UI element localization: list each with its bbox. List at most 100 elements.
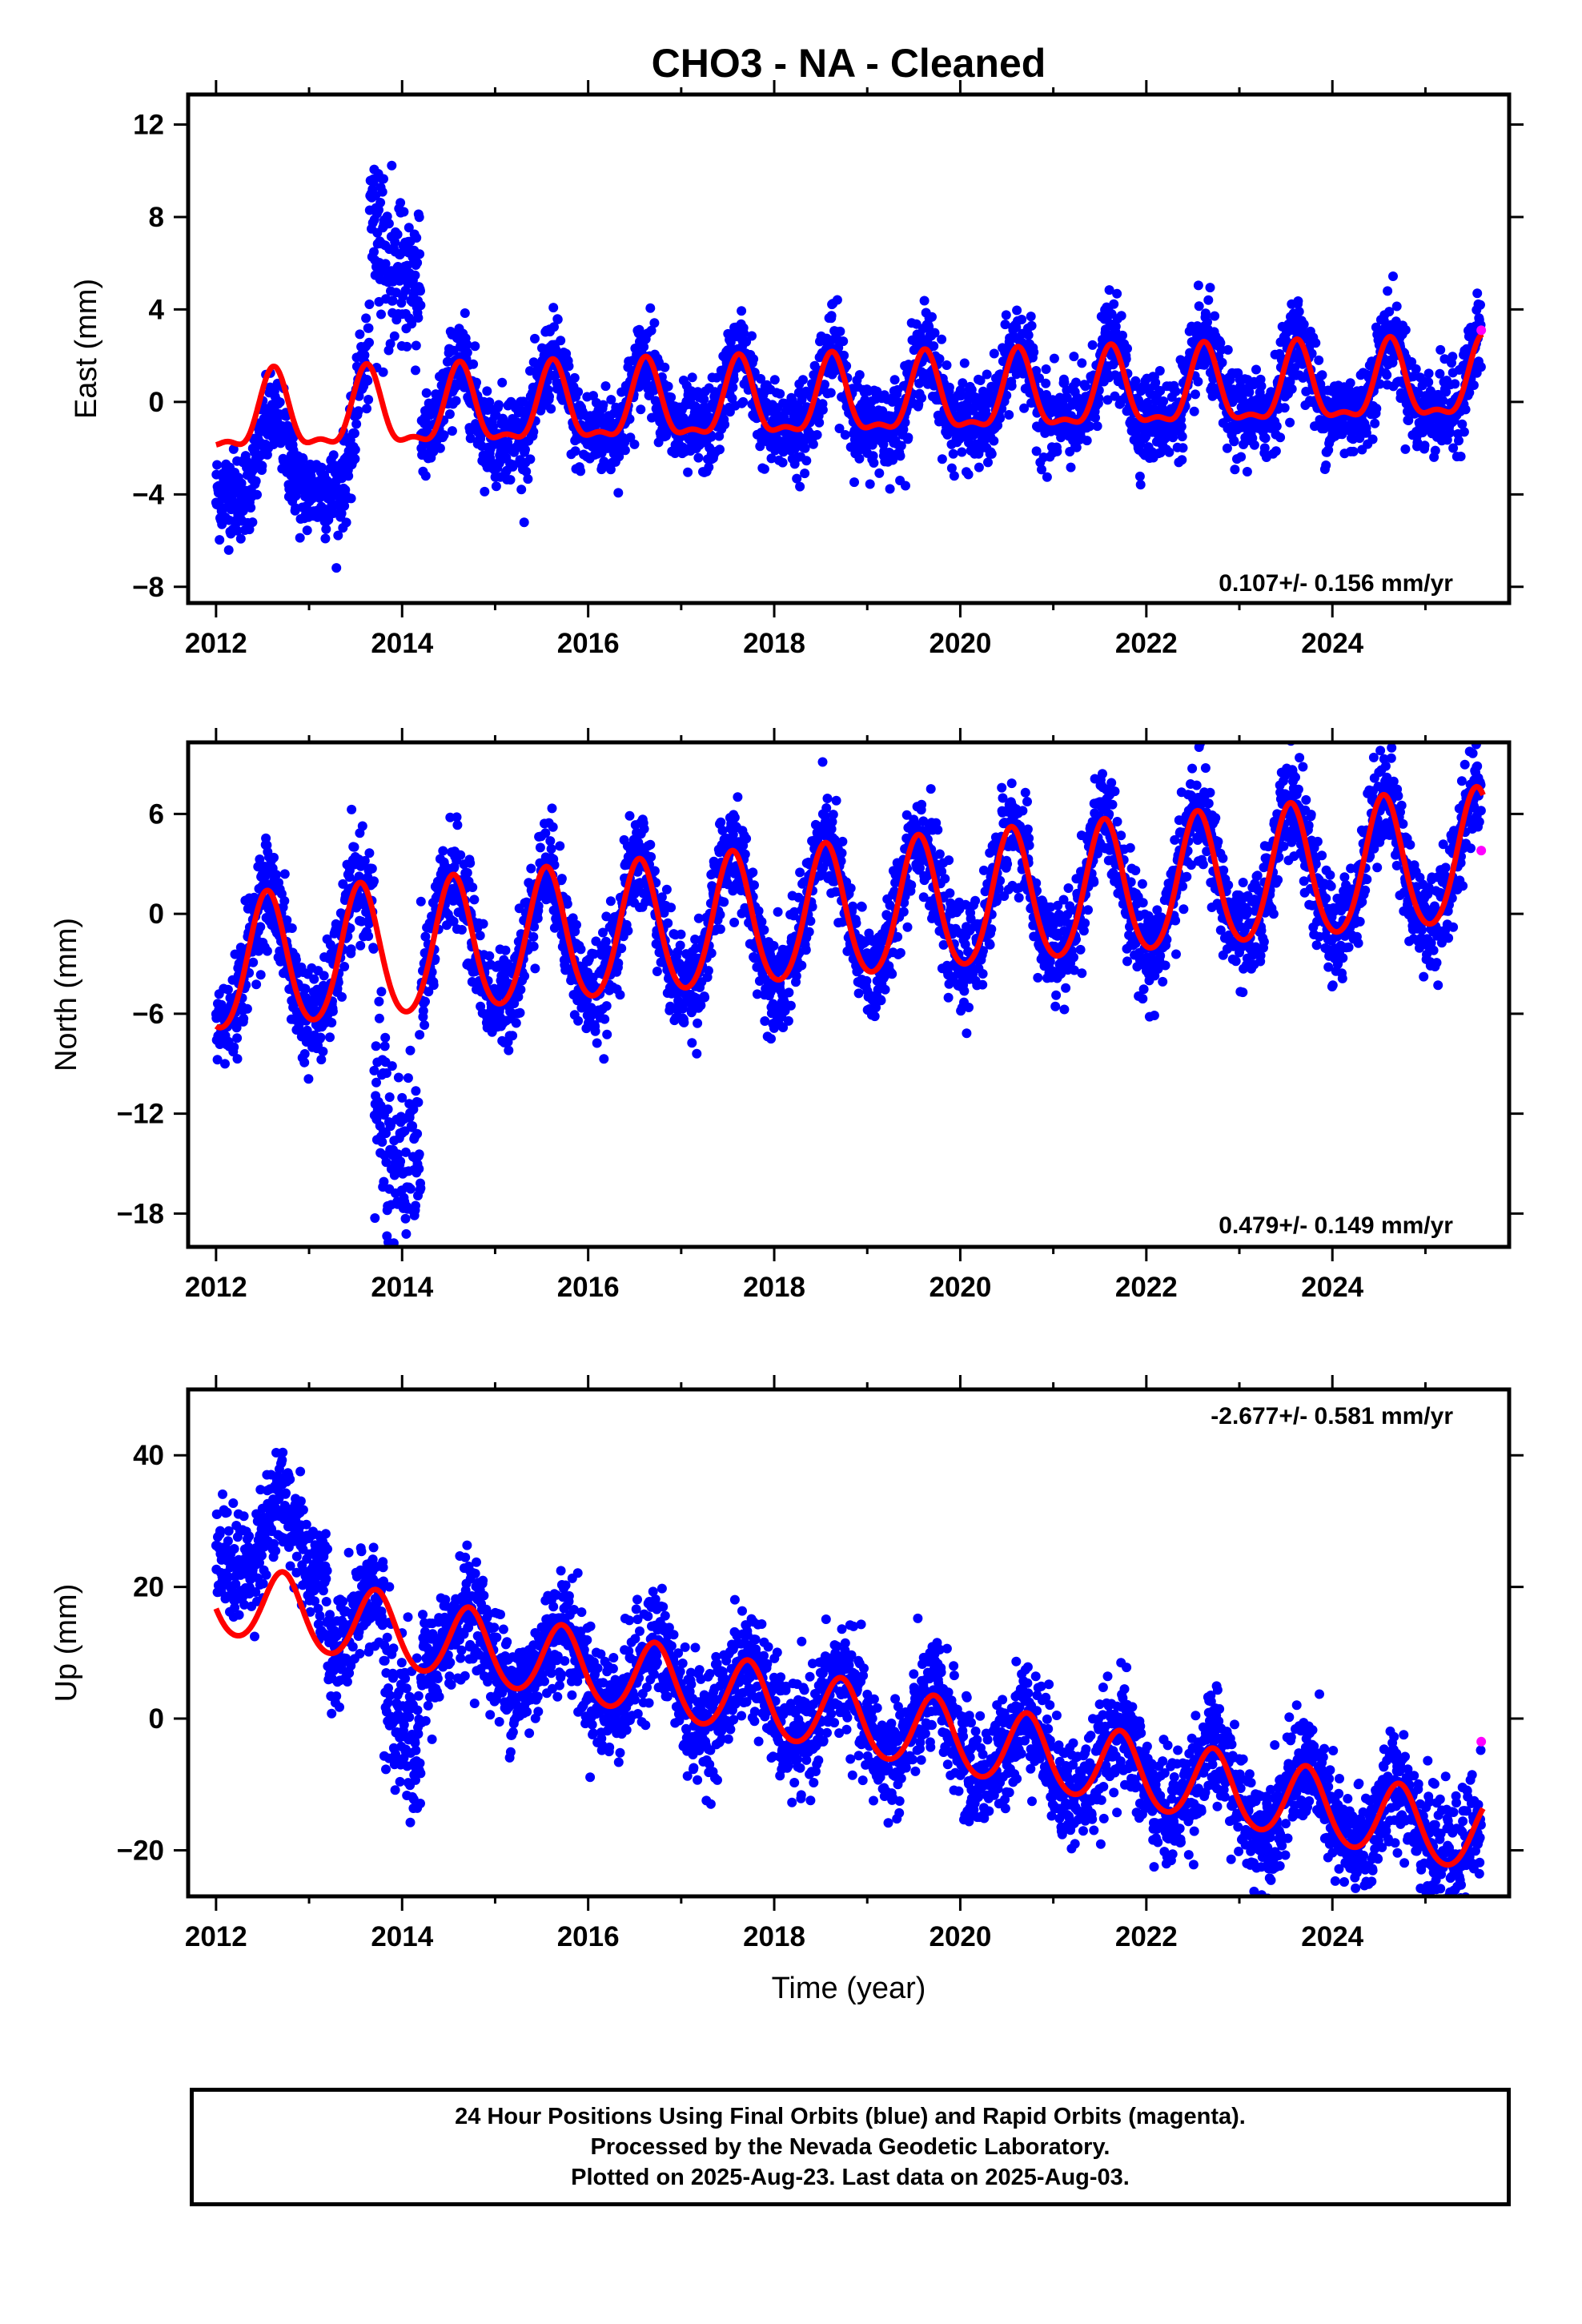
data-point [835, 326, 845, 336]
data-point [287, 923, 297, 933]
data-point [645, 303, 656, 313]
data-point [1102, 395, 1113, 405]
data-point [1407, 357, 1417, 367]
data-point [410, 270, 420, 280]
data-point [368, 943, 379, 954]
data-point [545, 836, 556, 846]
data-point [1430, 445, 1440, 456]
data-point [1110, 321, 1121, 332]
data-point [1456, 452, 1466, 461]
data-point [405, 1184, 416, 1194]
data-point [814, 417, 825, 428]
data-point [903, 432, 913, 443]
data-point [1423, 377, 1434, 388]
data-point [364, 337, 374, 348]
data-point [405, 1045, 416, 1055]
data-point [712, 372, 722, 383]
data-point [347, 804, 357, 814]
data-point [995, 413, 1006, 424]
data-point [316, 1055, 327, 1065]
data-point [299, 1057, 310, 1068]
data-point [385, 339, 396, 349]
data-point [1259, 443, 1270, 453]
data-point [497, 377, 508, 388]
data-point [1442, 435, 1452, 445]
data-point [530, 963, 540, 974]
data-point [570, 446, 580, 456]
data-point [1087, 340, 1098, 350]
data-point [1382, 370, 1392, 380]
data-point [321, 524, 331, 534]
data-point [407, 319, 417, 329]
data-point [309, 974, 319, 984]
data-point [1454, 436, 1464, 446]
data-point [369, 876, 379, 887]
data-point [1042, 472, 1052, 482]
data-point [368, 177, 379, 187]
data-point [623, 926, 633, 936]
data-point [379, 1176, 389, 1187]
data-point [1193, 280, 1203, 291]
data-point [739, 328, 749, 339]
data-point [363, 395, 374, 404]
data-point [1082, 436, 1092, 446]
data-point [738, 396, 749, 407]
data-point [465, 858, 476, 868]
data-point [826, 311, 837, 321]
data-point [462, 867, 472, 878]
data-point [451, 396, 461, 406]
data-point [308, 999, 319, 1010]
data-point [370, 1213, 380, 1223]
data-point [600, 381, 611, 392]
data-point [465, 426, 476, 436]
data-point [357, 821, 367, 831]
data-point [525, 366, 535, 376]
data-point [949, 471, 959, 481]
data-point [1203, 295, 1214, 305]
data-point [1412, 437, 1423, 448]
data-point [838, 336, 849, 347]
data-point [699, 394, 709, 404]
data-point [825, 388, 836, 398]
data-point [319, 971, 329, 981]
data-point [556, 874, 567, 884]
data-point [546, 404, 556, 414]
data-point [624, 810, 635, 821]
x-tick-label: 2020 [929, 628, 991, 659]
y-tick-label: 4 [149, 294, 165, 325]
data-point [1031, 366, 1042, 376]
data-point [462, 340, 472, 350]
data-point [244, 525, 255, 535]
data-point [715, 444, 725, 455]
data-point [413, 1097, 424, 1108]
data-point [693, 452, 704, 463]
data-point [1041, 378, 1051, 388]
data-point [706, 432, 717, 442]
data-point [520, 971, 530, 981]
data-point [1251, 364, 1261, 375]
data-point [362, 404, 371, 414]
data-point [520, 444, 530, 455]
data-point [1200, 308, 1211, 319]
data-point [1249, 440, 1259, 450]
data-point [800, 443, 810, 453]
data-point [355, 940, 366, 951]
data-point [1307, 348, 1317, 359]
data-point [1122, 344, 1132, 354]
data-point [1441, 387, 1452, 397]
data-point [737, 306, 747, 316]
data-point [1287, 384, 1297, 394]
data-point [415, 1030, 425, 1040]
data-point [1193, 376, 1203, 387]
data-point [854, 370, 865, 380]
data-point [251, 476, 261, 486]
data-point [1194, 301, 1204, 312]
data-point [1275, 432, 1286, 443]
data-point [336, 509, 347, 519]
data-point [402, 341, 412, 352]
data-point [1203, 317, 1212, 328]
data-point [1090, 412, 1100, 423]
data-point [601, 911, 612, 922]
data-point [1448, 443, 1459, 453]
data-point [759, 464, 769, 474]
